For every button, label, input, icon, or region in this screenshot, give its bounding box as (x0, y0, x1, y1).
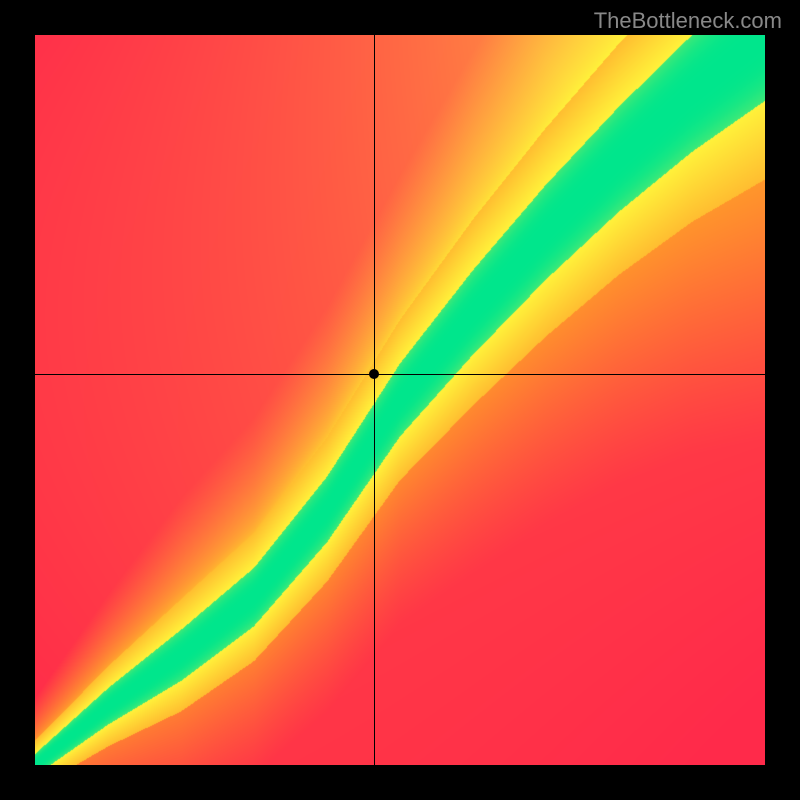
crosshair-vertical (374, 35, 375, 765)
heatmap-canvas (35, 35, 765, 765)
crosshair-horizontal (35, 374, 765, 375)
heatmap-chart (35, 35, 765, 765)
data-point (369, 369, 379, 379)
watermark-text: TheBottleneck.com (594, 8, 782, 34)
